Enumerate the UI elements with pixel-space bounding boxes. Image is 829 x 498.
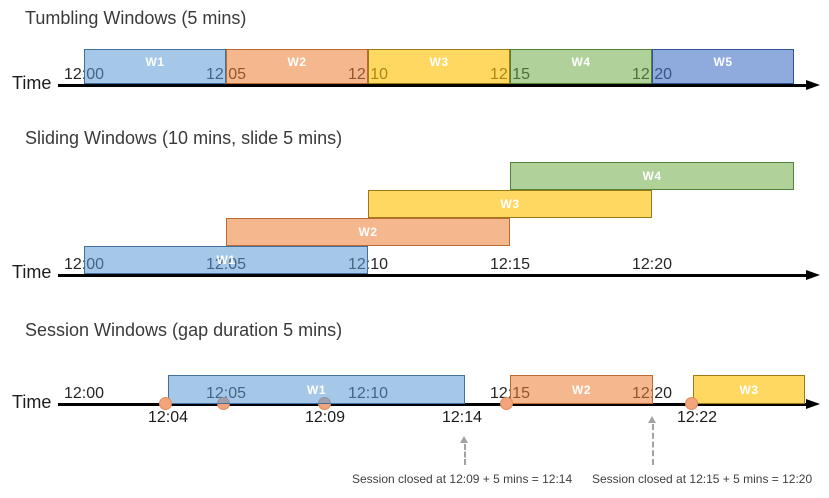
window-label: W2 (572, 382, 591, 397)
callout-arrowhead-icon-1 (460, 436, 468, 443)
event-time-label-1222: 12:22 (676, 409, 718, 426)
sliding-window-w1: W1 (84, 246, 368, 274)
sliding-window-w4: W4 (510, 162, 794, 190)
sliding-window-w3: W3 (368, 190, 652, 218)
event-time-label-1209: 12:09 (304, 409, 346, 426)
session-timeline (58, 403, 808, 406)
window-label: W4 (571, 55, 591, 69)
session-close-annotation-2: Session closed at 12:15 + 5 mins = 12:20 (592, 472, 813, 486)
sliding-tick-1220: 12:20 (631, 256, 673, 273)
session-window-w1: W1 (168, 375, 465, 404)
sliding-timeline (58, 274, 808, 277)
tumbling-timeline-arrowhead-icon (806, 80, 820, 90)
session-window-w3: W3 (693, 375, 805, 404)
event-dot-1215 (500, 397, 513, 410)
event-time-label-1204: 12:04 (147, 409, 189, 426)
tumbling-window-w2: W2 (226, 49, 368, 84)
session-close-annotation-1: Session closed at 12:09 + 5 mins = 12:14 (352, 472, 573, 486)
tumbling-window-w1: W1 (84, 49, 226, 84)
tumbling-timeline (58, 84, 808, 87)
session-section-title: Session Windows (gap duration 5 mins) (25, 320, 343, 340)
window-label: W1 (307, 382, 326, 397)
window-label: W1 (145, 55, 165, 69)
window-label: W4 (642, 169, 662, 183)
callout-arrowhead-icon-2 (648, 416, 656, 423)
window-label: W2 (358, 225, 378, 239)
window-label: W2 (287, 55, 307, 69)
sliding-tick-1215: 12:15 (489, 256, 531, 273)
event-dot-1222 (685, 397, 698, 410)
tumbling-time-axis-label: Time (12, 73, 52, 93)
sliding-window-w2: W2 (226, 218, 510, 246)
session-time-axis-label: Time (12, 392, 52, 412)
session-close-time-label-1214: 12:14 (441, 409, 483, 426)
window-label: W5 (713, 55, 733, 69)
sliding-section-title: Sliding Windows (10 mins, slide 5 mins) (25, 128, 343, 148)
session-window-w2: W2 (510, 375, 653, 404)
callout-dashed-line-2 (652, 424, 654, 465)
tumbling-window-w3: W3 (368, 49, 510, 84)
tumbling-window-w4: W4 (510, 49, 652, 84)
sliding-time-axis-label: Time (12, 262, 52, 282)
callout-dashed-line-1 (464, 444, 466, 465)
window-label: W3 (429, 55, 449, 69)
window-label: W3 (500, 197, 520, 211)
sliding-timeline-arrowhead-icon (806, 270, 820, 280)
session-timeline-arrowhead-icon (806, 399, 820, 409)
tumbling-window-w5: W5 (652, 49, 794, 84)
tumbling-section-title: Tumbling Windows (5 mins) (25, 8, 247, 28)
session-tick-1200: 12:00 (63, 385, 105, 402)
event-dot-1204 (159, 397, 172, 410)
window-label: W1 (216, 253, 236, 267)
window-label: W3 (739, 382, 759, 397)
